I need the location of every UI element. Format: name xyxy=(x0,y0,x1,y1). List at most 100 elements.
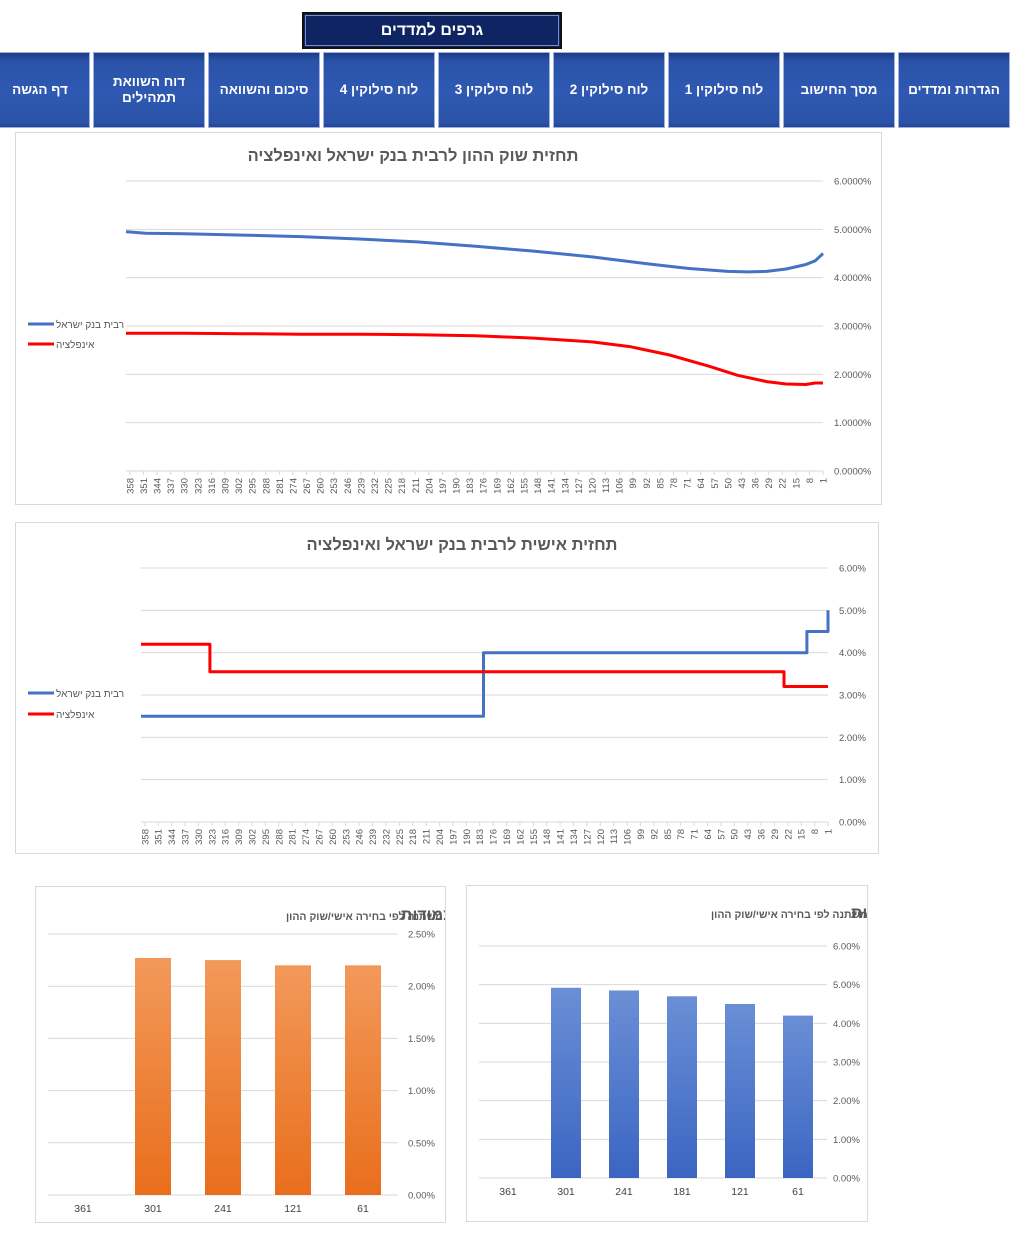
x-tick-label: 288 xyxy=(261,478,272,494)
x-tick-label: 127 xyxy=(574,478,585,494)
y-tick-label: 5.00% xyxy=(833,980,860,991)
y-tick-label: 6.00% xyxy=(839,564,866,575)
x-tick-label: 344 xyxy=(167,829,178,845)
x-tick-label: 330 xyxy=(194,829,205,845)
nav-submit-page-button[interactable]: דף הגשה xyxy=(0,52,90,128)
x-tick-label: 78 xyxy=(676,829,687,840)
bar-121 xyxy=(725,1004,755,1178)
personal-forecast-chart: תחזית אישית לרבית בנק ישראל ואינפלציה רב… xyxy=(28,536,866,845)
x-tick-label: 358 xyxy=(140,829,151,845)
x-tick-label: 176 xyxy=(489,829,500,845)
x-tick-label: 190 xyxy=(452,478,463,494)
x-tick-label: 239 xyxy=(356,478,367,494)
legend-label-boi-rate: רבית בנק ישראל xyxy=(56,688,124,700)
y-tick-label: 4.00% xyxy=(839,648,866,659)
nav-calculation-button[interactable]: מסך החישוב xyxy=(783,52,895,128)
chart-subtitle: משתנה לפי בחירה אישי/שוק ההון xyxy=(286,911,443,923)
x-tick-label: 337 xyxy=(181,829,192,845)
legend-label-boi-rate: רבית בנק ישראל xyxy=(56,319,124,331)
x-tick-label: 225 xyxy=(395,829,406,845)
plot-area: 0.00% 0.50% 1.00% 1.50% 2.00% 2.50% 361 301 241 1… xyxy=(48,930,435,1215)
x-tick-label: 302 xyxy=(247,829,258,845)
y-tick-label: 3.00% xyxy=(839,691,866,702)
y-tick-label: 2.00% xyxy=(839,733,866,744)
x-tick-label: 106 xyxy=(615,478,626,494)
nav-schedule-1-button[interactable]: לוח סילוקין 1 xyxy=(668,52,780,128)
x-tick-label: 316 xyxy=(207,478,218,494)
y-tick-label: 3.00% xyxy=(833,1058,860,1069)
y-tick-label: 1.00% xyxy=(839,775,866,786)
x-tick-label: 29 xyxy=(770,829,781,840)
x-tick-label: 134 xyxy=(569,829,580,845)
x-tick-label: 301 xyxy=(144,1203,162,1215)
x-tick-label: 57 xyxy=(710,478,721,489)
page-title: גרפים למדדים xyxy=(302,12,562,49)
x-tick-label: 8 xyxy=(805,478,816,483)
nav-schedule-2-button[interactable]: לוח סילוקין 2 xyxy=(553,52,665,128)
chart-legend: רבית בנק ישראל אינפלציה xyxy=(28,688,124,721)
x-tick-label: 1 xyxy=(819,478,830,483)
x-tick-label: 204 xyxy=(424,478,435,494)
x-tick-label: 92 xyxy=(649,829,660,840)
x-tick-label: 120 xyxy=(596,829,607,845)
x-tick-label: 148 xyxy=(533,478,544,494)
x-tick-label: 241 xyxy=(615,1186,633,1198)
x-tick-label: 330 xyxy=(180,478,191,494)
nav-schedule-4-button[interactable]: לוח סילוקין 4 xyxy=(323,52,435,128)
y-tick-label: 2.00% xyxy=(408,982,435,993)
x-tick-label: 127 xyxy=(582,829,593,845)
nav-mix-report-button[interactable]: דוח השוואת תמהילים xyxy=(93,52,205,128)
y-tick-label: 2.0000% xyxy=(834,370,872,381)
x-tick-label: 253 xyxy=(341,829,352,845)
linked-anchors-chart: עוגנים צמודות משתנה לפי בחירה אישי/שוק ה… xyxy=(48,907,503,1215)
x-tick-label: 50 xyxy=(730,829,741,840)
x-tick-label: 267 xyxy=(314,829,325,845)
x-tick-label: 260 xyxy=(316,478,327,494)
x-tick-label: 232 xyxy=(370,478,381,494)
x-tick-label: 71 xyxy=(683,478,694,489)
x-tick-label: 351 xyxy=(154,829,165,845)
x-tick-label: 169 xyxy=(492,478,503,494)
x-tick-label: 162 xyxy=(506,478,517,494)
x-tick-label: 181 xyxy=(673,1186,691,1198)
series-line-0 xyxy=(141,610,830,718)
bar-241 xyxy=(609,990,639,1178)
unlinked-anchors-chart-panel: עוגנים לא צמודות משתנה לפי בחירה אישי/שו… xyxy=(466,885,977,1222)
nav-schedule-3-button[interactable]: לוח סילוקין 3 xyxy=(438,52,550,128)
x-tick-label: 302 xyxy=(234,478,245,494)
x-tick-label: 239 xyxy=(368,829,379,845)
x-tick-label: 169 xyxy=(502,829,513,845)
market-forecast-chart: תחזית שוק ההון לרבית בנק ישראל ואינפלציה… xyxy=(28,147,872,494)
y-tick-label: 1.0000% xyxy=(834,418,872,429)
y-tick-label: 2.50% xyxy=(408,930,435,941)
x-tick-label: 267 xyxy=(302,478,313,494)
nav-summary-button[interactable]: סיכום והשוואה xyxy=(208,52,320,128)
bar-241 xyxy=(205,960,241,1195)
x-tick-label: 211 xyxy=(422,829,433,844)
x-tick-label: 253 xyxy=(329,478,340,494)
x-tick-label: 246 xyxy=(343,478,354,494)
x-tick-label: 113 xyxy=(601,478,612,493)
x-tick-label: 92 xyxy=(642,478,653,489)
x-tick-label: 241 xyxy=(214,1203,232,1215)
x-tick-label: 99 xyxy=(636,829,647,840)
plot-area: 0.00% 1.00% 2.00% 3.00% 4.00% 5.00% 6.00% 358 35… xyxy=(140,564,866,845)
x-tick-label: 246 xyxy=(355,829,366,845)
x-tick-label: 232 xyxy=(381,829,392,845)
series-line-1 xyxy=(126,331,823,386)
x-tick-label: 361 xyxy=(499,1186,517,1198)
x-tick-label: 141 xyxy=(556,829,567,845)
x-tick-label: 183 xyxy=(475,829,486,845)
y-tick-label: 0.50% xyxy=(408,1138,435,1149)
x-tick-label: 225 xyxy=(384,478,395,494)
x-tick-label: 358 xyxy=(125,478,136,494)
x-tick-label: 99 xyxy=(628,478,639,489)
y-tick-label: 0.00% xyxy=(833,1174,860,1185)
market-forecast-chart-panel: תחזית שוק ההון לרבית בנק ישראל ואינפלציה… xyxy=(15,132,882,505)
x-tick-label: 211 xyxy=(411,478,422,493)
x-tick-label: 190 xyxy=(462,829,473,845)
y-tick-label: 4.0000% xyxy=(834,273,872,284)
legend-label-inflation: אינפלציה xyxy=(56,339,95,351)
x-tick-label: 309 xyxy=(234,829,245,845)
nav-settings-button[interactable]: הגדרות ומדדים xyxy=(898,52,1010,128)
